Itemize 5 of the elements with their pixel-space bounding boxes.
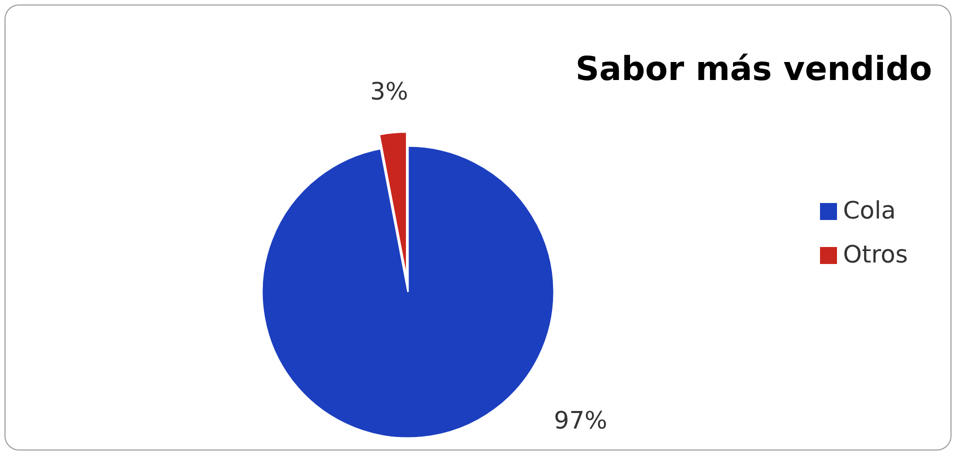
data-label: 3% (370, 77, 408, 106)
legend-label: Otros (843, 240, 908, 269)
legend-label: Cola (843, 196, 896, 225)
chart-title: Sabor más vendido (576, 49, 932, 88)
data-label: 97% (554, 406, 608, 435)
